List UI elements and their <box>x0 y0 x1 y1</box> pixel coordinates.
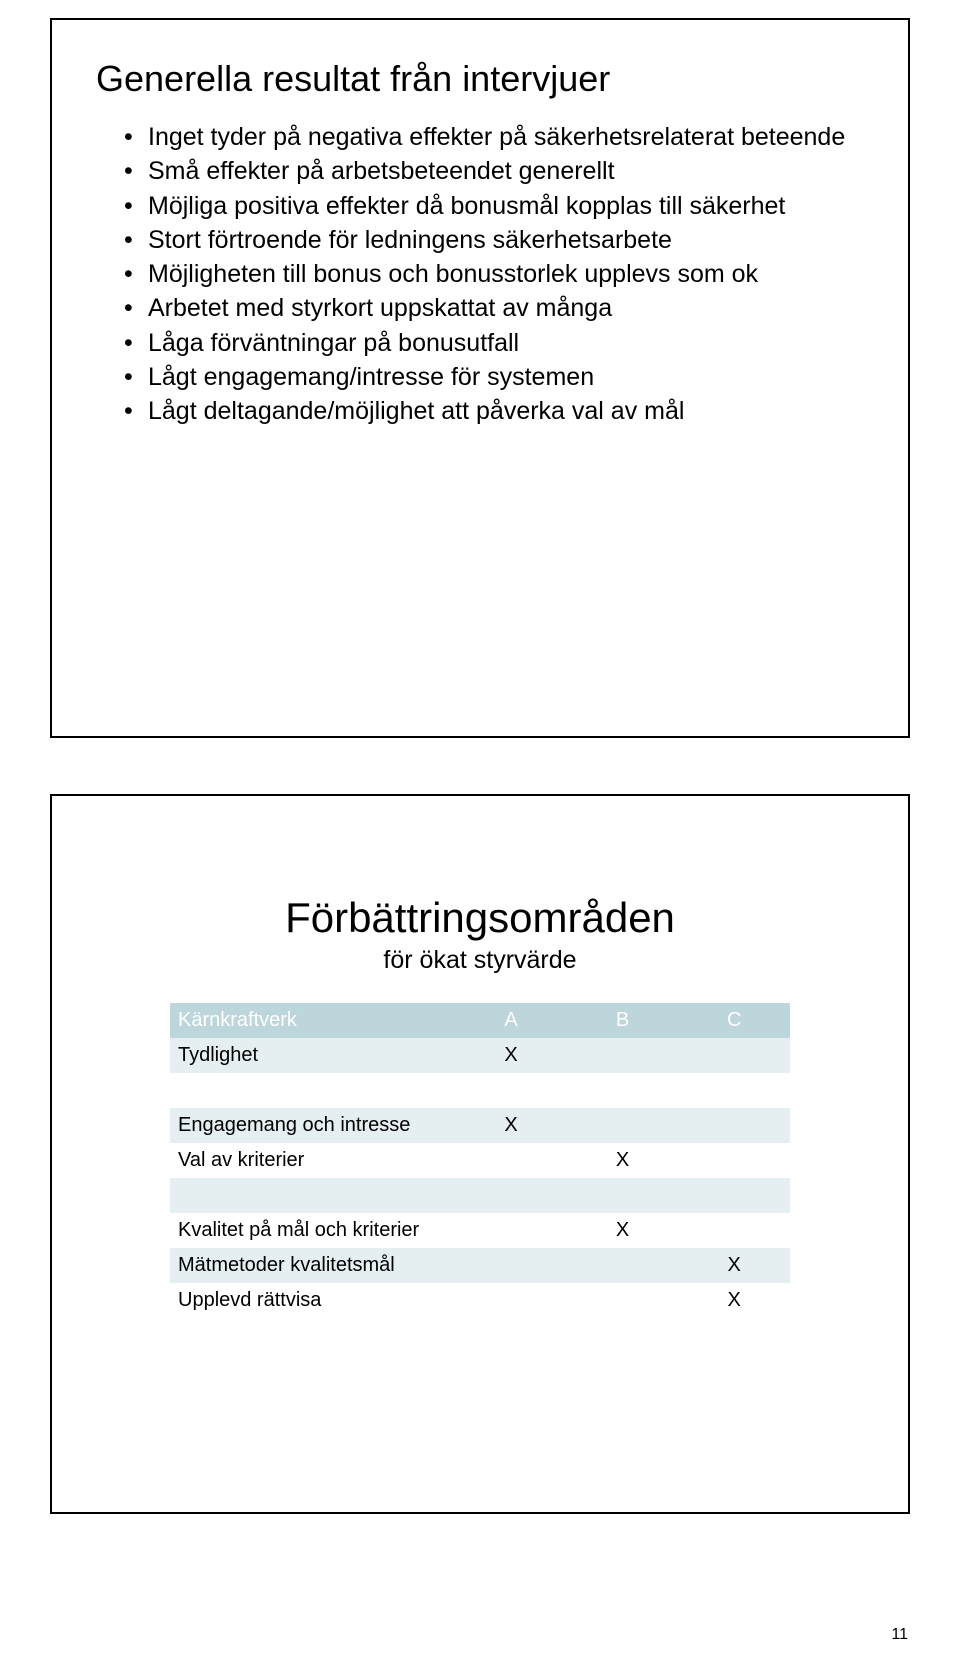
bullet-item: Lågt deltagande/möjlighet att påverka va… <box>124 396 864 427</box>
spacer-cell <box>567 1073 679 1108</box>
row-label: Kvalitet på mål och kriterier <box>170 1213 455 1248</box>
slide-2-title: Förbättringsområden <box>285 894 675 942</box>
row-label: Upplevd rättvisa <box>170 1283 455 1318</box>
row-cell: X <box>567 1213 679 1248</box>
bullet-item: Inget tyder på negativa effekter på säke… <box>124 122 864 153</box>
row-cell <box>678 1108 790 1143</box>
row-cell <box>678 1213 790 1248</box>
row-cell: X <box>678 1248 790 1283</box>
slide-1-title: Generella resultat från intervjuer <box>96 58 864 100</box>
spacer-cell <box>170 1073 455 1108</box>
bullet-item: Möjligheten till bonus och bonusstorlek … <box>124 259 864 290</box>
slide-1: Generella resultat från intervjuer Inget… <box>50 18 910 738</box>
spacer-cell <box>170 1178 455 1213</box>
row-cell <box>567 1038 679 1073</box>
row-cell: X <box>455 1038 567 1073</box>
bullet-item: Stort förtroende för ledningens säkerhet… <box>124 225 864 256</box>
row-label: Mätmetoder kvalitetsmål <box>170 1248 455 1283</box>
table-row: Upplevd rättvisa X <box>170 1283 790 1318</box>
slide-2: Förbättringsområden för ökat styrvärde K… <box>50 794 910 1514</box>
improvement-table: KärnkraftverkABCTydlighetX Engagemang oc… <box>170 1003 790 1318</box>
row-cell <box>455 1248 567 1283</box>
improvement-table-wrap: KärnkraftverkABCTydlighetX Engagemang oc… <box>170 1003 790 1318</box>
table-row: Mätmetoder kvalitetsmål X <box>170 1248 790 1283</box>
row-cell <box>567 1283 679 1318</box>
bullet-item: Arbetet med styrkort uppskattat av många <box>124 293 864 324</box>
row-cell: X <box>567 1143 679 1178</box>
slide-2-inner: Förbättringsområden för ökat styrvärde K… <box>96 824 864 1318</box>
row-cell <box>678 1143 790 1178</box>
table-spacer-row <box>170 1178 790 1213</box>
row-cell <box>678 1038 790 1073</box>
row-cell <box>567 1108 679 1143</box>
row-label: Engagemang och intresse <box>170 1108 455 1143</box>
page-number: 11 <box>891 1626 908 1644</box>
spacer-cell <box>678 1073 790 1108</box>
slide-1-bullets: Inget tyder på negativa effekter på säke… <box>124 122 864 427</box>
row-cell <box>455 1213 567 1248</box>
bullet-item: Låga förväntningar på bonusutfall <box>124 328 864 359</box>
table-header-label: Kärnkraftverk <box>170 1003 455 1038</box>
row-cell <box>567 1248 679 1283</box>
bullet-item: Små effekter på arbetsbeteendet generell… <box>124 156 864 187</box>
spacer-cell <box>567 1178 679 1213</box>
bullet-item: Lågt engagemang/intresse för systemen <box>124 362 864 393</box>
row-cell <box>455 1283 567 1318</box>
table-header-col: B <box>567 1003 679 1038</box>
row-cell: X <box>455 1108 567 1143</box>
table-spacer-row <box>170 1073 790 1108</box>
table-row: Val av kriterier X <box>170 1143 790 1178</box>
row-label: Tydlighet <box>170 1038 455 1073</box>
table-row: Engagemang och intresseX <box>170 1108 790 1143</box>
table-row: TydlighetX <box>170 1038 790 1073</box>
table-header-col: C <box>678 1003 790 1038</box>
spacer-cell <box>455 1073 567 1108</box>
row-label: Val av kriterier <box>170 1143 455 1178</box>
row-cell: X <box>678 1283 790 1318</box>
slide-2-subtitle: för ökat styrvärde <box>383 946 576 975</box>
table-row: Kvalitet på mål och kriterier X <box>170 1213 790 1248</box>
page: Generella resultat från intervjuer Inget… <box>0 0 960 1670</box>
spacer-cell <box>678 1178 790 1213</box>
row-cell <box>455 1143 567 1178</box>
spacer-cell <box>455 1178 567 1213</box>
bullet-item: Möjliga positiva effekter då bonusmål ko… <box>124 191 864 222</box>
table-header-col: A <box>455 1003 567 1038</box>
